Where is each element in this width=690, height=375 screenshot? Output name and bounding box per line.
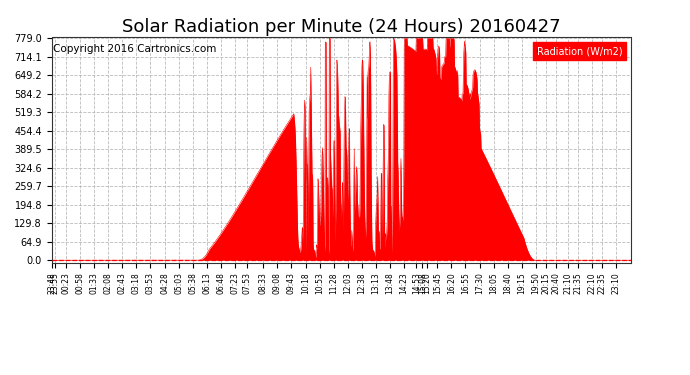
Legend: Radiation (W/m2): Radiation (W/m2) [533, 42, 627, 60]
Title: Solar Radiation per Minute (24 Hours) 20160427: Solar Radiation per Minute (24 Hours) 20… [122, 18, 561, 36]
Text: Copyright 2016 Cartronics.com: Copyright 2016 Cartronics.com [53, 44, 216, 54]
